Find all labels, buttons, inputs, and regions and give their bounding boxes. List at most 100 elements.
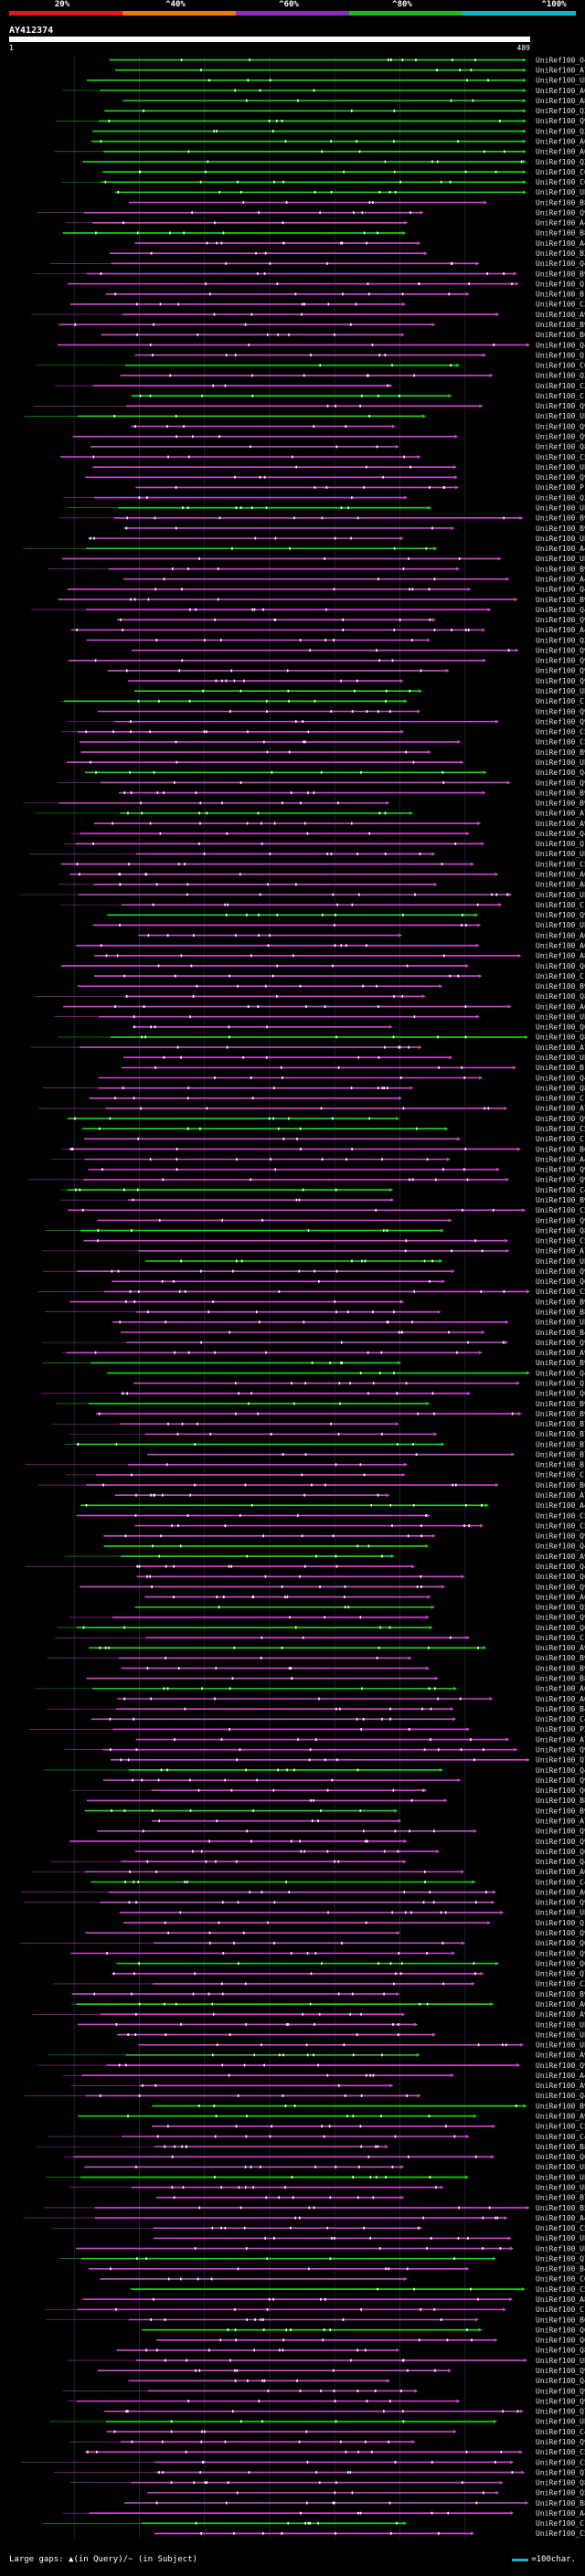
hit-label[interactable]: UniRef100_B9FHD8 <box>536 1196 585 1204</box>
hit-label[interactable]: UniRef100_A0PQW1 <box>536 871 585 879</box>
hit-label[interactable]: UniRef100_C5Z899 <box>536 2123 585 2131</box>
hit-label[interactable]: UniRef100_Q9SIB6 <box>536 433 585 441</box>
hit-label[interactable]: UniRef100_P21987 <box>536 1725 585 1733</box>
hit-label[interactable]: UniRef100_A41095 <box>536 219 585 228</box>
hit-label[interactable]: UniRef100_UP1000... <box>536 1257 585 1266</box>
hit-label[interactable]: UniRef100_Q6AHN2 <box>536 2337 585 2345</box>
hit-label[interactable]: UniRef100_UP1000... <box>536 2030 585 2039</box>
hit-label[interactable]: UniRef100_Q7ZAW5 <box>536 2254 585 2263</box>
hit-label[interactable]: UniRef100_B6GHE9 <box>536 2316 585 2324</box>
hit-label[interactable]: UniRef100_C5XPK9 <box>536 728 585 737</box>
hit-label[interactable]: UniRef100_C1EFP7 <box>536 972 585 981</box>
hit-label[interactable]: UniRef100_UP1000... <box>536 850 585 858</box>
hit-label[interactable]: UniRef100_Q1QB20 <box>536 1919 585 1927</box>
hit-label[interactable]: UniRef100_B1IGC6 <box>536 1064 585 1072</box>
hit-label[interactable]: UniRef100_UP1000... <box>536 555 585 563</box>
hit-label[interactable]: UniRef100_C5XS10 <box>536 453 585 461</box>
hit-label[interactable]: UniRef100_Q8GMR0 <box>536 443 585 451</box>
hit-label[interactable]: UniRef100_Q39763 <box>536 127 585 135</box>
hit-label[interactable]: UniRef100_A8C635 <box>536 952 585 960</box>
hit-label[interactable]: UniRef100_Q9XG10 <box>536 1176 585 1184</box>
hit-label[interactable]: UniRef100_B9SM24 <box>536 800 585 808</box>
hit-label[interactable]: UniRef100_Q8V6G1 <box>536 2347 585 2355</box>
hit-label[interactable]: UniRef100_A9N4C5 <box>536 311 585 319</box>
hit-label[interactable]: UniRef100_B6K6X4 <box>536 1481 585 1489</box>
hit-label[interactable]: UniRef100_Q41707 <box>536 1766 585 1775</box>
hit-label[interactable]: UniRef100_C1FZG3 <box>536 1471 585 1479</box>
hit-label[interactable]: UniRef100_UP1000... <box>536 535 585 543</box>
hit-label[interactable]: UniRef100_C1FED3 <box>536 1135 585 1143</box>
hit-label[interactable]: UniRef100_C4J5T4 <box>536 1878 585 1886</box>
hit-label[interactable]: UniRef100_B4IIY7 <box>536 2265 585 2274</box>
hit-label[interactable]: UniRef100_Q6CD03 <box>536 2326 585 2334</box>
hit-label[interactable]: UniRef100_Q6ZBI1 <box>536 1573 585 1581</box>
hit-label[interactable]: UniRef100_Q1IP10 <box>536 351 585 359</box>
hit-label[interactable]: UniRef100_C0PPC0 <box>536 362 585 370</box>
hit-label[interactable]: UniRef100_A9V3V4 <box>536 820 585 828</box>
hit-label[interactable]: UniRef100_A4GG85 <box>536 2509 585 2518</box>
hit-label[interactable]: UniRef100_C0Z303 <box>536 178 585 186</box>
hit-label[interactable]: UniRef100_Q65375 <box>536 1959 585 1967</box>
hit-label[interactable]: UniRef100_UP1000... <box>536 2173 585 2181</box>
hit-label[interactable]: UniRef100_Q9XGY4 <box>536 1828 585 1836</box>
hit-label[interactable]: UniRef100_Q5C1M1 <box>536 2489 585 2497</box>
hit-label[interactable]: UniRef100_A4S5Q3 <box>536 1155 585 1163</box>
hit-label[interactable]: UniRef100_Q9SP16 <box>536 473 585 482</box>
hit-label[interactable]: UniRef100_UP1000... <box>536 687 585 695</box>
hit-label[interactable]: UniRef100_Q6S3E8 <box>536 1277 585 1286</box>
hit-label[interactable]: UniRef100_B9S5B2 <box>536 596 585 604</box>
hit-label[interactable]: UniRef100_B9GF15 <box>536 1664 585 1672</box>
hit-label[interactable]: UniRef100_A9R7F8 <box>536 2113 585 2121</box>
hit-label[interactable]: UniRef100_A4F8X8 <box>536 575 585 583</box>
hit-label[interactable]: UniRef100_B7QFA6 <box>536 1420 585 1428</box>
hit-label[interactable]: UniRef100_Q4WCY2 <box>536 1369 585 1377</box>
hit-label[interactable]: UniRef100_Q8S2P6 <box>536 1226 585 1235</box>
hit-label[interactable]: UniRef100_Q0J8T7 <box>536 2153 585 2161</box>
hit-label[interactable]: UniRef100_A4I786 <box>536 239 585 248</box>
hit-label[interactable]: UniRef100_UP1000... <box>536 891 585 899</box>
hit-label[interactable]: UniRef100_A7PLF6 <box>536 1247 585 1256</box>
hit-label[interactable]: UniRef100_A0PCF3 <box>536 1685 585 1693</box>
hit-label[interactable]: UniRef100_A7PES6 <box>536 810 585 818</box>
hit-label[interactable]: UniRef100_Q4G227 <box>536 606 585 614</box>
hit-label[interactable]: UniRef100_Q9P3F3 <box>536 911 585 919</box>
hit-label[interactable]: UniRef100_C5XM46 <box>536 1125 585 1133</box>
hit-label[interactable]: UniRef100_A4HCC8 <box>536 2214 585 2222</box>
hit-label[interactable]: UniRef100_Q1HH32 <box>536 840 585 848</box>
hit-label[interactable]: UniRef100_Q94BY7 <box>536 1339 585 1347</box>
hit-label[interactable]: UniRef100_B9S9C8 <box>536 789 585 797</box>
hit-label[interactable]: UniRef100_B3UYC5 <box>536 249 585 258</box>
hit-label[interactable]: UniRef100_Q9S1V1 <box>536 657 585 665</box>
hit-label[interactable]: UniRef100_Q9ABY6 <box>536 717 585 726</box>
hit-label[interactable]: UniRef100_Q01AC1 <box>536 1023 585 1032</box>
hit-label[interactable]: UniRef100_Q9RKG5 <box>536 616 585 624</box>
hit-label[interactable]: UniRef100_Q6U653 <box>536 962 585 970</box>
hit-label[interactable]: UniRef100_A0ZB62 <box>536 1593 585 1601</box>
hit-label[interactable]: UniRef100_C1E1L3 <box>536 392 585 400</box>
hit-label[interactable]: UniRef100_Q95PM1 <box>536 208 585 217</box>
hit-label[interactable]: UniRef100_A8J9M7 <box>536 2295 585 2304</box>
hit-label[interactable]: UniRef100_A7PR43 <box>536 1044 585 1052</box>
hit-label[interactable]: UniRef100_B9S2N8 <box>536 1400 585 1408</box>
hit-label[interactable]: UniRef100_Q9FPR2 <box>536 1532 585 1541</box>
hit-label[interactable]: UniRef100_UP1000... <box>536 77 585 85</box>
hit-label[interactable]: UniRef100_A4R5B0 <box>536 626 585 634</box>
hit-label[interactable]: UniRef100_UP1000... <box>536 1012 585 1021</box>
hit-label[interactable]: UniRef100_Q9I131 <box>536 1614 585 1622</box>
hit-label[interactable]: UniRef100_B9RMZ2 <box>536 525 585 533</box>
hit-label[interactable]: UniRef100_Q9S8N0 <box>536 1899 585 1907</box>
hit-label[interactable]: UniRef100_Q0KKB2 <box>536 1786 585 1795</box>
hit-label[interactable]: UniRef100_Q0Q046 <box>536 1624 585 1632</box>
hit-label[interactable]: UniRef100_Q9P5L8 <box>536 1267 585 1276</box>
hit-label[interactable]: UniRef100_B6U412 <box>536 1145 585 1153</box>
hit-label[interactable]: UniRef100_Q9DVW0 <box>536 2367 585 2375</box>
hit-label[interactable]: UniRef100_Q4I152 <box>536 1074 585 1082</box>
hit-label[interactable]: UniRef100_Q9S866 <box>536 1929 585 1937</box>
hit-label[interactable]: UniRef100_B8PFG8 <box>536 2143 585 2151</box>
hit-label[interactable]: UniRef100_A9Y129 <box>536 1349 585 1357</box>
hit-label[interactable]: UniRef100_UP1000... <box>536 2357 585 2365</box>
hit-label[interactable]: UniRef100_A4HZ29 <box>536 1501 585 1510</box>
hit-label[interactable]: UniRef100_UP1000... <box>536 2418 585 2426</box>
hit-label[interactable]: UniRef100_UP1000... <box>536 2234 585 2242</box>
hit-label[interactable]: UniRef100_Q9TXK5 <box>536 667 585 675</box>
